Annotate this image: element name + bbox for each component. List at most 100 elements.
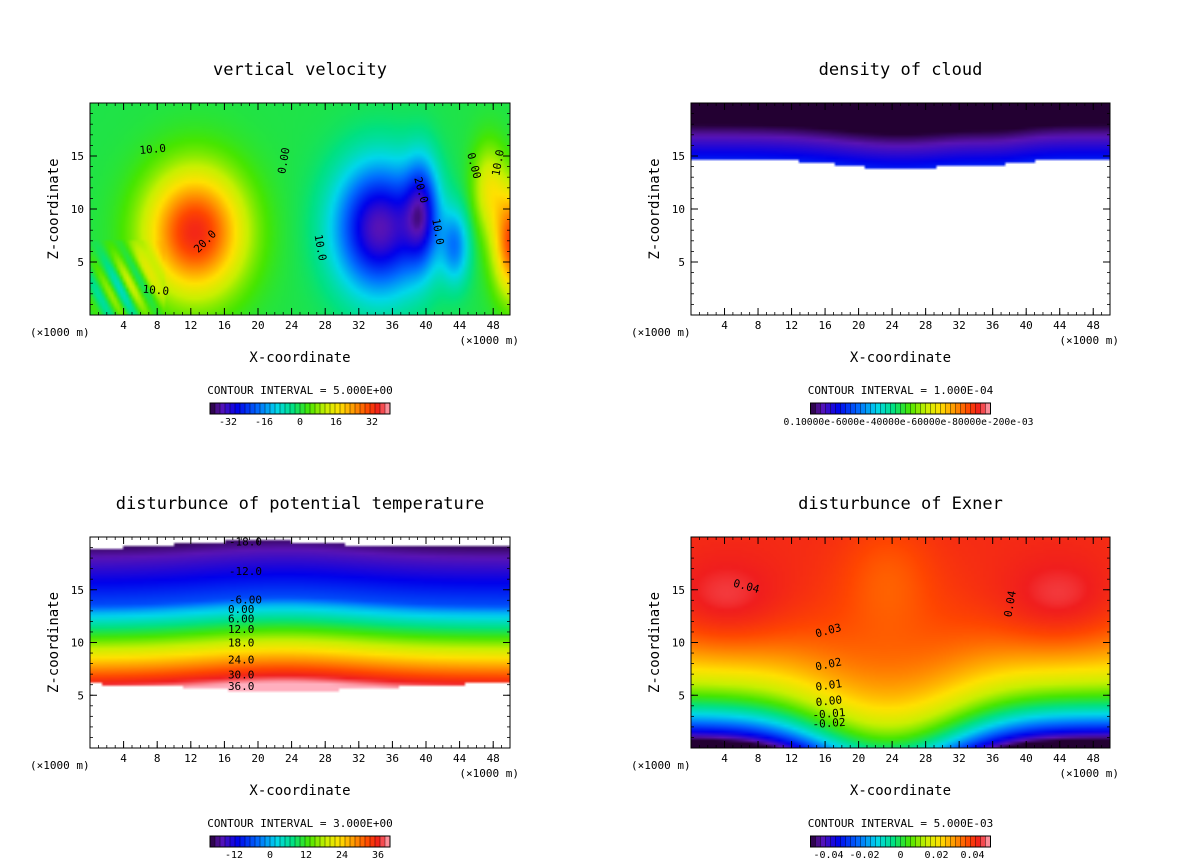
colorbar-tick-label: -0.02 bbox=[849, 850, 879, 861]
contour-label: 10.0 bbox=[312, 233, 329, 261]
x-tick-label: 40 bbox=[419, 319, 432, 332]
field-plot bbox=[90, 537, 510, 748]
contour-label: -6.00 bbox=[229, 593, 262, 606]
x-tick-label: 36 bbox=[386, 752, 399, 765]
colorbar-tick-label: 0 bbox=[297, 417, 303, 428]
colorbar-tick-label: 24 bbox=[336, 850, 348, 861]
x-tick-label: 48 bbox=[1087, 752, 1100, 765]
y-axis-label: Z-coordinate bbox=[647, 158, 663, 259]
field-plot bbox=[691, 103, 1110, 315]
x-tick-label: 44 bbox=[453, 752, 467, 765]
x-tick-label: 44 bbox=[1053, 752, 1067, 765]
colorbar-tick-label: 0.04 bbox=[960, 850, 984, 861]
y-tick-label: 10 bbox=[71, 637, 84, 650]
x-tick-label: 4 bbox=[721, 319, 728, 332]
x-unit-right: (×1000 m) bbox=[1059, 334, 1119, 347]
x-tick-label: 12 bbox=[184, 319, 197, 332]
contour-label: 6.00 bbox=[228, 612, 255, 625]
contour-label: 12.0 bbox=[228, 623, 255, 636]
colorbar-tick-label: -12 bbox=[225, 850, 243, 861]
colorbar-tick-label: 16 bbox=[330, 417, 342, 428]
x-tick-label: 28 bbox=[919, 752, 932, 765]
colorbar bbox=[810, 835, 991, 848]
contour-label: -0.01 bbox=[812, 706, 846, 722]
y-axis-label: Z-coordinate bbox=[647, 592, 663, 693]
x-tick-label: 32 bbox=[953, 319, 966, 332]
x-unit-right: (×1000 m) bbox=[459, 334, 519, 347]
colorbar-tick-label: 36 bbox=[372, 850, 384, 861]
x-tick-label: 32 bbox=[352, 319, 365, 332]
x-tick-label: 36 bbox=[386, 319, 399, 332]
colorbar-tick-label: -16 bbox=[255, 417, 273, 428]
x-tick-label: 36 bbox=[986, 752, 999, 765]
x-tick-label: 4 bbox=[120, 752, 127, 765]
y-axis-label: Z-coordinate bbox=[46, 592, 62, 693]
x-tick-label: 8 bbox=[154, 319, 161, 332]
x-tick-label: 16 bbox=[818, 319, 831, 332]
contour-label: -0.02 bbox=[812, 716, 846, 731]
contour-interval: CONTOUR INTERVAL = 3.000E+00 bbox=[207, 817, 392, 830]
x-unit-right: (×1000 m) bbox=[459, 767, 519, 780]
colorbar-tick-label: 0.10000e-6000e-40000e-60000e-80000e-200e… bbox=[784, 417, 1034, 428]
x-tick-label: 20 bbox=[852, 752, 865, 765]
contour-label: -18.0 bbox=[229, 535, 262, 548]
y-tick-label: 15 bbox=[672, 584, 685, 597]
contour-label: 0.01 bbox=[815, 677, 843, 694]
y-tick-label: 5 bbox=[678, 689, 685, 702]
x-tick-label: 32 bbox=[352, 752, 365, 765]
contour-label: 0.04 bbox=[1001, 589, 1018, 618]
colorbar-tick-label: 32 bbox=[366, 417, 378, 428]
x-tick-label: 12 bbox=[785, 319, 798, 332]
x-unit-left: (×1000 m) bbox=[30, 326, 90, 339]
contour-interval: CONTOUR INTERVAL = 5.000E-03 bbox=[808, 817, 993, 830]
contour-label: 30.0 bbox=[228, 668, 255, 681]
y-tick-label: 15 bbox=[71, 584, 84, 597]
x-tick-label: 16 bbox=[818, 752, 831, 765]
field-plot bbox=[691, 537, 1110, 748]
colorbar-tick-label: 0.02 bbox=[924, 850, 948, 861]
contour-interval: CONTOUR INTERVAL = 5.000E+00 bbox=[207, 384, 392, 397]
contour-label: 24.0 bbox=[228, 654, 255, 667]
y-tick-label: 10 bbox=[672, 637, 685, 650]
y-tick-label: 15 bbox=[71, 150, 84, 163]
x-tick-label: 8 bbox=[755, 752, 762, 765]
colorbar-tick-label: 12 bbox=[300, 850, 312, 861]
x-tick-label: 40 bbox=[419, 752, 432, 765]
contour-label: 10.0 bbox=[489, 149, 506, 177]
y-tick-label: 15 bbox=[672, 150, 685, 163]
colorbar-tick-label: 0 bbox=[897, 850, 903, 861]
chart-title: disturbunce of potential temperature bbox=[116, 494, 484, 514]
colorbar bbox=[810, 402, 991, 415]
contour-label: -12.0 bbox=[229, 565, 262, 578]
contour-label: 0.00 bbox=[275, 147, 292, 175]
contour-label: 0.00 bbox=[815, 693, 843, 709]
y-tick-label: 10 bbox=[672, 203, 685, 216]
x-tick-label: 28 bbox=[319, 319, 332, 332]
y-tick-label: 5 bbox=[77, 256, 84, 269]
x-tick-label: 20 bbox=[251, 752, 264, 765]
x-tick-label: 20 bbox=[251, 319, 264, 332]
x-axis-label: X-coordinate bbox=[249, 350, 350, 366]
x-tick-label: 16 bbox=[218, 319, 231, 332]
x-tick-label: 48 bbox=[487, 319, 500, 332]
chart-title: density of cloud bbox=[819, 60, 983, 80]
x-tick-label: 48 bbox=[1087, 319, 1100, 332]
contour-label: 36.0 bbox=[228, 680, 255, 693]
contour-label: 10.0 bbox=[142, 283, 170, 298]
x-tick-label: 28 bbox=[319, 752, 332, 765]
x-tick-label: 40 bbox=[1020, 752, 1033, 765]
contour-label: 10.0 bbox=[139, 142, 167, 157]
field-plot bbox=[90, 103, 510, 315]
x-tick-label: 24 bbox=[885, 319, 899, 332]
x-axis-label: X-coordinate bbox=[850, 350, 951, 366]
x-tick-label: 32 bbox=[953, 752, 966, 765]
x-tick-label: 24 bbox=[285, 319, 299, 332]
x-axis-label: X-coordinate bbox=[850, 783, 951, 799]
chart-title: disturbunce of Exner bbox=[798, 494, 1003, 514]
x-tick-label: 24 bbox=[285, 752, 299, 765]
x-tick-label: 40 bbox=[1020, 319, 1033, 332]
